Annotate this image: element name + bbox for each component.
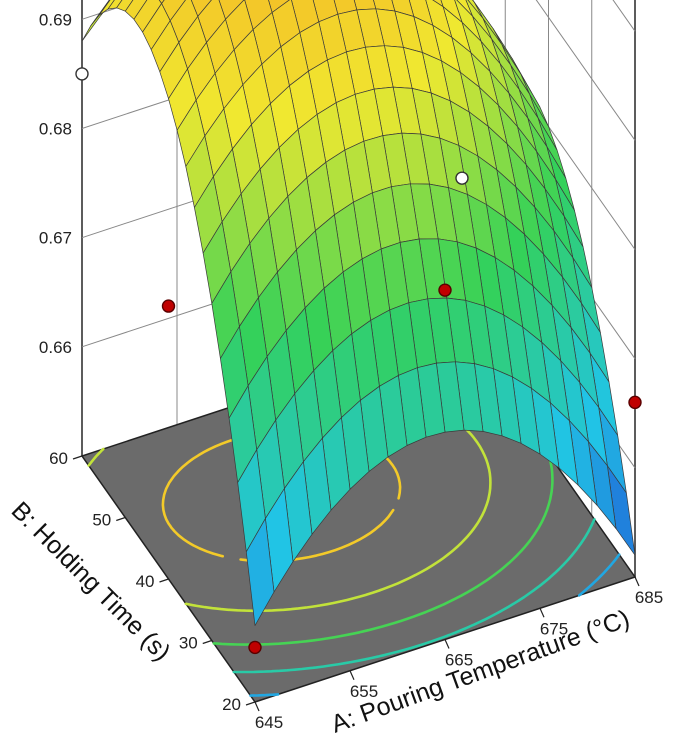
contour-line [232,331,596,674]
x-tick-label: 685 [635,588,663,607]
x-tick-label: 675 [540,619,568,638]
design-point [161,299,176,313]
y-tick-mark [159,578,169,583]
y-tick-label: 50 [92,511,111,530]
x-tick-mark [539,608,545,618]
surface-patch [158,0,165,4]
y-tick-mark [116,516,126,522]
x-tick-label: 665 [445,651,473,670]
x-tick-mark [349,670,355,680]
x-tick-label: 645 [255,713,283,732]
design-point [455,171,469,185]
surface-patch [107,0,123,10]
x-tick-label: 655 [350,682,378,701]
y-tick-mark [202,639,212,645]
y-tick-label: 60 [49,449,68,468]
design-point [248,640,262,655]
design-point [628,395,642,410]
y-tick-label: 30 [179,634,198,653]
z-tick-label: 0.68 [39,120,72,139]
y-tick-label: 20 [222,695,241,714]
design-point [75,67,89,81]
tick-labels: 0.660.670.680.690.70.7164565566567568520… [39,10,663,732]
z-tick-label: 0.67 [39,229,72,248]
z-tick-label: 0.69 [39,10,72,29]
x-tick-mark [254,701,260,712]
z-tick-label: 0.66 [39,338,72,357]
response-surface [81,0,636,626]
y-tick-label: 40 [136,572,155,591]
x-tick-mark [634,576,640,587]
design-points [75,67,642,655]
surface-patch [98,0,115,16]
design-point [438,283,452,297]
surface-patch [245,518,275,626]
y-tick-mark [245,701,256,706]
x-tick-mark [444,639,450,649]
contour-line [249,553,621,697]
y-tick-mark [72,455,83,460]
surface-patch [116,0,134,12]
